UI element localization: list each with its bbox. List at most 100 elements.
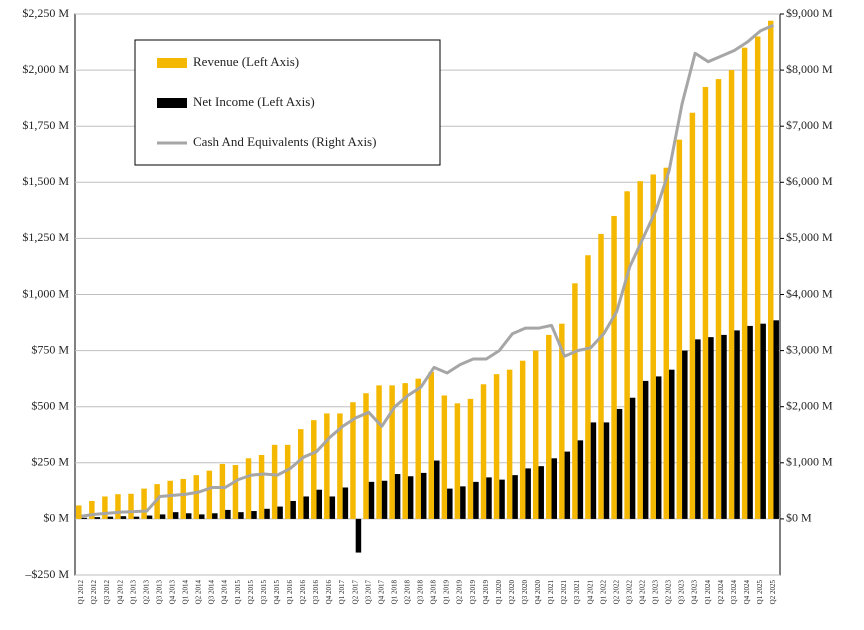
bar — [546, 334, 552, 519]
bar — [525, 468, 531, 519]
x-tick-label: Q2 2021 — [560, 580, 568, 605]
bar — [754, 36, 761, 519]
bar — [428, 371, 435, 519]
bar — [290, 500, 296, 519]
x-tick-label: Q3 2016 — [312, 580, 320, 605]
bar — [355, 518, 362, 553]
x-tick-label: Q4 2022 — [639, 580, 647, 605]
x-tick-label: Q4 2019 — [482, 580, 490, 605]
y-tick-label: $1,500 M — [22, 174, 69, 188]
bar — [277, 506, 283, 519]
y2-tick-label: $1,000 M — [786, 455, 833, 469]
bar — [747, 325, 753, 519]
x-tick-label: Q1 2024 — [704, 580, 712, 605]
bar — [102, 496, 108, 519]
x-tick-label: Q1 2025 — [756, 580, 764, 605]
x-tick-label: Q1 2012 — [77, 580, 85, 605]
bar — [402, 383, 408, 519]
bar — [650, 174, 656, 519]
bar — [115, 494, 121, 519]
bar — [94, 517, 101, 519]
legend-swatch — [157, 58, 187, 68]
bar — [284, 444, 291, 519]
bar — [603, 422, 610, 519]
bar — [695, 339, 701, 519]
line — [81, 23, 775, 518]
x-tick-label: Q4 2012 — [116, 580, 124, 605]
bar — [741, 47, 748, 519]
x-tick-label: Q4 2014 — [221, 580, 229, 605]
bar — [251, 511, 257, 519]
x-tick-label: Q4 2016 — [325, 580, 333, 605]
bar — [245, 458, 252, 519]
bar — [460, 486, 466, 519]
bar — [447, 488, 453, 519]
bar — [551, 458, 558, 519]
bar — [467, 398, 474, 519]
bar — [577, 440, 584, 519]
bar — [81, 517, 88, 519]
bar — [486, 477, 492, 519]
x-tick-label: Q1 2016 — [286, 580, 294, 605]
x-tick-label: Q2 2015 — [247, 580, 255, 605]
bar — [316, 489, 323, 519]
x-tick-label: Q3 2012 — [103, 580, 111, 605]
bar — [512, 475, 518, 519]
bar — [128, 493, 134, 519]
bar — [146, 515, 153, 519]
bar — [368, 481, 375, 519]
bar — [329, 496, 336, 519]
bar — [297, 429, 304, 519]
bar — [506, 369, 513, 519]
y-tick-label: $250 M — [31, 455, 69, 469]
bar — [363, 393, 369, 519]
bar — [715, 79, 722, 519]
bar — [773, 320, 779, 519]
bar — [420, 472, 427, 519]
bar — [519, 360, 526, 519]
x-tick-label: Q2 2023 — [665, 580, 673, 605]
x-tick-label: Q1 2014 — [182, 580, 190, 605]
x-tick-label: Q3 2022 — [625, 580, 633, 605]
x-tick-label: Q1 2018 — [390, 580, 398, 605]
bar — [538, 466, 544, 519]
bar — [311, 420, 317, 519]
x-tick-label: Q2 2020 — [508, 580, 516, 605]
x-tick-label: Q2 2012 — [90, 580, 98, 605]
y2-tick-label: $5,000 M — [786, 230, 833, 244]
bar — [702, 86, 709, 519]
bar — [734, 330, 740, 519]
bar — [655, 376, 662, 519]
bar — [394, 474, 401, 519]
bar — [225, 509, 231, 519]
bar — [760, 323, 766, 519]
x-tick-label: Q4 2023 — [691, 580, 699, 605]
x-tick-label: Q3 2021 — [573, 580, 581, 605]
bar — [167, 480, 173, 519]
bar — [682, 350, 688, 519]
bar — [676, 139, 683, 519]
bar — [206, 470, 213, 519]
bar — [376, 385, 382, 519]
bar — [271, 444, 278, 519]
y-tick-label: $2,000 M — [22, 62, 69, 76]
x-tick-label: Q3 2015 — [260, 580, 268, 605]
bar — [389, 385, 395, 519]
x-tick-label: Q2 2025 — [769, 580, 777, 605]
x-tick-label: Q3 2017 — [364, 580, 372, 605]
x-tick-label: Q3 2019 — [469, 580, 477, 605]
bar — [133, 516, 140, 519]
bar — [350, 402, 356, 519]
bar — [199, 514, 205, 519]
legend-label: Revenue (Left Axis) — [193, 54, 299, 69]
bar — [107, 516, 114, 519]
x-tick-label: Q3 2023 — [678, 580, 686, 605]
y2-tick-label: $4,000 M — [786, 286, 833, 300]
x-tick-label: Q4 2017 — [377, 580, 385, 605]
y-tick-label: $0 M — [43, 511, 69, 525]
bar — [219, 463, 226, 519]
x-tick-label: Q3 2024 — [730, 580, 738, 605]
x-tick-label: Q1 2021 — [547, 580, 555, 605]
y-tick-label: $750 M — [31, 342, 69, 356]
